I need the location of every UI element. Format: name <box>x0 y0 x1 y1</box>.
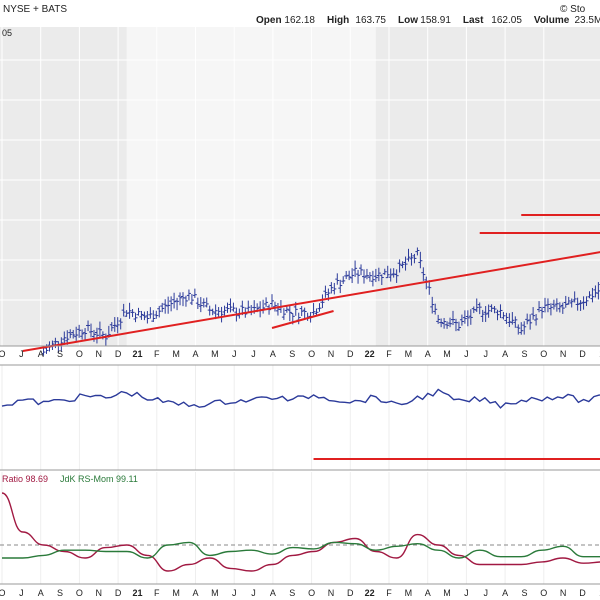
relative-rotation-gridlines <box>1 472 545 584</box>
x-tick-label: 21 <box>132 349 142 359</box>
x-tick-label: A <box>192 588 198 598</box>
quote-label-1: High <box>327 15 349 26</box>
x-tick-label: A <box>38 588 44 598</box>
x-tick-label: J <box>19 349 24 359</box>
x-tick-label: J <box>464 588 469 598</box>
x-tick-label: N <box>96 349 103 359</box>
legend-momentum: JdK RS-Mom 99.11 <box>60 474 138 484</box>
x-tick-label: M <box>172 349 180 359</box>
x-tick-label: O <box>76 349 83 359</box>
quote-label-4: Volume <box>534 15 570 26</box>
relative-strength-gridlines <box>1 365 545 470</box>
relative-strength-background <box>0 365 600 470</box>
legend-ratio: Ratio 98.69 <box>2 474 48 484</box>
x-tick-label: A <box>270 588 276 598</box>
x-tick-label: A <box>270 349 276 359</box>
x-tick-label: O <box>0 349 6 359</box>
x-tick-label: A <box>425 588 431 598</box>
x-tick-label: D <box>115 349 122 359</box>
price-panel-shading <box>126 27 376 346</box>
price-x-axis: OJASOND21FMAMJJASOND22FMAMJJASOND2 <box>0 349 600 359</box>
quote-label-3: Last <box>463 15 484 26</box>
x-tick-label: N <box>96 588 103 598</box>
x-tick-label: F <box>386 349 392 359</box>
x-tick-label: M <box>211 349 219 359</box>
quote-value-0: 162.18 <box>284 15 315 26</box>
x-tick-label: A <box>502 588 508 598</box>
x-tick-label: J <box>484 588 489 598</box>
x-tick-label: J <box>251 349 256 359</box>
price-axis-fragment: 05 <box>2 28 12 38</box>
x-tick-label: N <box>328 588 335 598</box>
price-gridlines <box>0 27 600 346</box>
x-tick-label: S <box>521 349 527 359</box>
quote-value-1: 163.75 <box>355 15 386 26</box>
quote-label-2: Low <box>398 15 418 26</box>
exchange-label: NYSE + BATS <box>3 4 67 15</box>
x-tick-label: M <box>172 588 180 598</box>
x-tick-label: 21 <box>132 588 142 598</box>
quote-label-0: Open <box>256 15 282 26</box>
x-tick-label: J <box>19 588 24 598</box>
x-tick-label: S <box>57 349 63 359</box>
x-tick-label: N <box>328 349 335 359</box>
x-tick-label: S <box>289 349 295 359</box>
x-tick-label: F <box>154 349 160 359</box>
x-tick-label: N <box>560 588 567 598</box>
x-tick-label: M <box>443 588 451 598</box>
x-tick-label: A <box>192 349 198 359</box>
quote-value-3: 162.05 <box>491 15 522 26</box>
year-band-2021 <box>126 27 376 346</box>
relative-rotation-background <box>0 472 600 584</box>
x-tick-label: S <box>521 588 527 598</box>
rs-momentum-line <box>2 541 600 559</box>
x-tick-label: F <box>386 588 392 598</box>
x-tick-label: D <box>347 349 354 359</box>
relative-rotation-panel: Ratio 98.69 JdK RS-Mom 99.11 <box>0 472 600 585</box>
price-trendlines <box>22 214 600 352</box>
logo-text: © Sto <box>560 4 586 15</box>
price-panel: 05 <box>0 27 600 356</box>
x-tick-label: J <box>251 588 256 598</box>
relative-strength-line <box>1 388 600 409</box>
relative-strength-panel <box>0 364 600 471</box>
x-tick-label: N <box>560 349 567 359</box>
x-tick-label: S <box>57 588 63 598</box>
x-tick-label: O <box>540 349 547 359</box>
quote-value-2: 158.91 <box>420 15 451 26</box>
price-trendline <box>271 310 334 329</box>
quote-row: Open 162.18 High 163.75 Low 158.91 Last 162.05 V… <box>256 15 600 26</box>
x-tick-label: O <box>76 588 83 598</box>
x-tick-label: F <box>154 588 160 598</box>
quote-value-4: 23.5M <box>575 15 600 26</box>
x-tick-label: O <box>308 588 315 598</box>
x-tick-label: A <box>425 349 431 359</box>
x-tick-label: J <box>484 349 489 359</box>
x-tick-label: M <box>211 588 219 598</box>
x-tick-label: O <box>0 588 6 598</box>
x-tick-label: 22 <box>365 588 375 598</box>
x-tick-label: D <box>579 588 586 598</box>
x-tick-label: O <box>540 588 547 598</box>
x-tick-label: A <box>38 349 44 359</box>
rs-ratio-line <box>1 492 600 572</box>
x-tick-label: D <box>347 588 354 598</box>
rrg-x-axis: OJASOND21FMAMJJASOND22FMAMJJASOND2 <box>0 588 600 598</box>
x-tick-label: D <box>115 588 122 598</box>
x-tick-label: M <box>443 349 451 359</box>
x-tick-label: D <box>579 349 586 359</box>
x-tick-label: A <box>502 349 508 359</box>
price-trendline <box>22 251 600 352</box>
x-tick-label: J <box>464 349 469 359</box>
x-tick-label: S <box>289 588 295 598</box>
x-tick-label: 22 <box>365 349 375 359</box>
x-tick-label: J <box>232 349 237 359</box>
x-tick-label: M <box>405 588 413 598</box>
x-tick-label: M <box>405 349 413 359</box>
header: NYSE + BATS © Sto Open 162.18 High 163.75 Lo… <box>3 4 600 26</box>
x-tick-label: O <box>308 349 315 359</box>
x-tick-label: J <box>232 588 237 598</box>
